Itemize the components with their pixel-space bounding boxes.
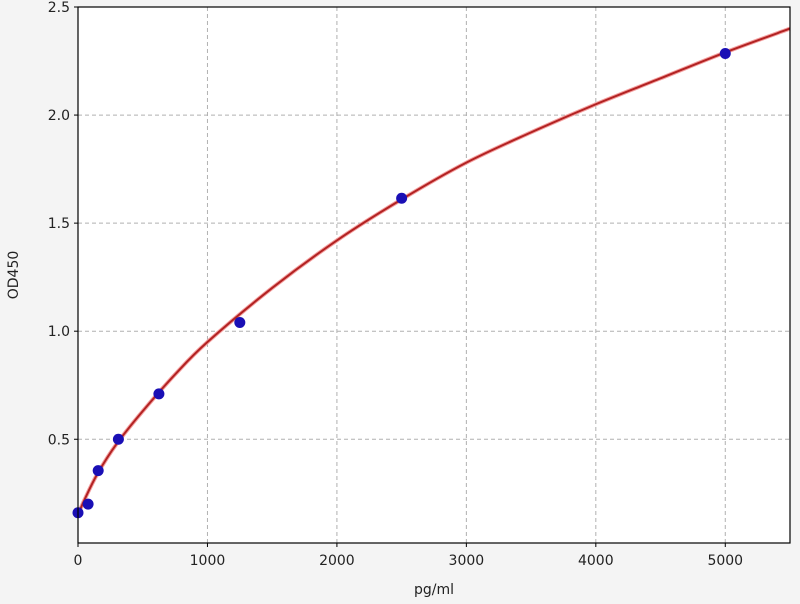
- plot-frame: [77, 6, 791, 544]
- ticks: 0 1000 2000 3000 4000 5000 0.5 1.0 1.5 2.0 2.5: [48, 0, 743, 569]
- y-tick-label: 2.5: [48, 0, 70, 16]
- grid: [78, 7, 790, 543]
- data-point: [153, 388, 165, 400]
- x-tick-label: 1000: [190, 553, 226, 569]
- plot-area: [78, 7, 790, 543]
- data-points: [72, 47, 731, 519]
- x-tick-label: 0: [74, 553, 83, 569]
- data-point: [92, 465, 104, 477]
- data-point: [396, 192, 408, 204]
- x-axis-label: pg/ml: [414, 582, 454, 598]
- x-tick-label: 4000: [578, 553, 614, 569]
- x-tick-label: 2000: [319, 553, 355, 569]
- y-tick-label: 1.5: [48, 216, 70, 232]
- y-tick-label: 0.5: [48, 432, 70, 448]
- y-tick-label: 1.0: [48, 324, 70, 340]
- data-point: [234, 317, 246, 329]
- data-point: [719, 47, 731, 59]
- y-axis-label: OD450: [6, 251, 22, 300]
- x-tick-label: 3000: [449, 553, 485, 569]
- x-tick-label: 5000: [707, 553, 743, 569]
- data-point: [82, 498, 94, 510]
- fit-curve-group: [76, 26, 791, 516]
- fit-curve: [77, 27, 791, 516]
- y-tick-label: 2.0: [48, 108, 70, 124]
- data-point: [112, 433, 124, 445]
